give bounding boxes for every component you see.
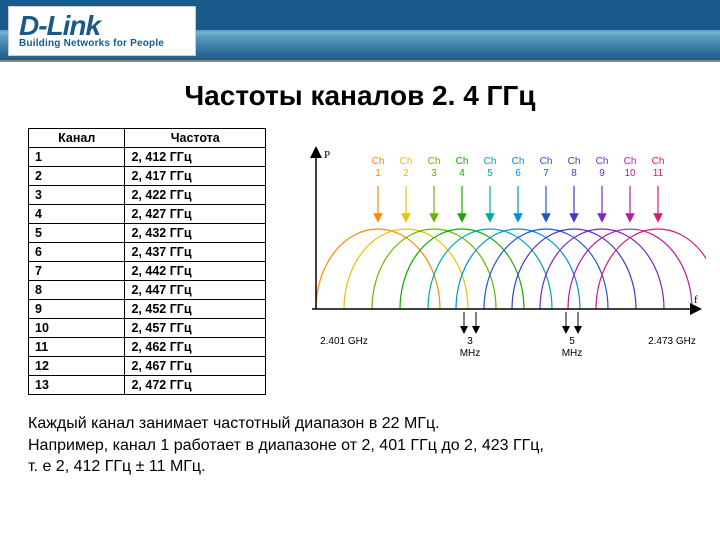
channel-label: Ch [372, 156, 385, 167]
table-row: 82, 447 ГГц [29, 281, 266, 300]
channel-label: Ch [624, 156, 637, 167]
table-cell: 1 [29, 148, 125, 167]
table-cell: 11 [29, 338, 125, 357]
channel-diagram: PfCh1Ch2Ch3Ch4Ch5Ch6Ch7Ch8Ch9Ch10Ch112.4… [294, 134, 706, 366]
table-row: 102, 457 ГГц [29, 319, 266, 338]
table-cell: 13 [29, 376, 125, 395]
channel-number: 9 [599, 168, 605, 179]
table-row: 92, 452 ГГц [29, 300, 266, 319]
table-row: 72, 442 ГГц [29, 262, 266, 281]
table-cell: 2, 432 ГГц [125, 224, 266, 243]
channel-label: Ch [428, 156, 441, 167]
table-cell: 2, 437 ГГц [125, 243, 266, 262]
channel-arc [400, 229, 524, 309]
table-row: 22, 417 ГГц [29, 167, 266, 186]
table-cell: 10 [29, 319, 125, 338]
frequency-label: 2.401 GHz [320, 336, 368, 347]
table-cell: 9 [29, 300, 125, 319]
table-header: Канал [29, 129, 125, 148]
table-row: 122, 467 ГГц [29, 357, 266, 376]
table-cell: 2 [29, 167, 125, 186]
channel-arc [428, 229, 552, 309]
slide-header: D-Link Building Networks for People [0, 0, 720, 62]
table-cell: 6 [29, 243, 125, 262]
table-cell: 2, 422 ГГц [125, 186, 266, 205]
table-cell: 2, 457 ГГц [125, 319, 266, 338]
paragraph-line-1: Каждый канал занимает частотный диапазон… [28, 413, 706, 435]
channel-label: Ch [596, 156, 609, 167]
table-cell: 2, 462 ГГц [125, 338, 266, 357]
channel-label: Ch [400, 156, 413, 167]
channel-number: 4 [459, 168, 465, 179]
frequency-table-wrap: КаналЧастота 12, 412 ГГц22, 417 ГГц32, 4… [28, 128, 266, 395]
channel-number: 7 [543, 168, 549, 179]
frequency-label: 5 [569, 336, 575, 347]
table-row: 12, 412 ГГц [29, 148, 266, 167]
description-paragraph: Каждый канал занимает частотный диапазон… [28, 395, 706, 478]
brand-name: D-Link [19, 13, 185, 38]
paragraph-line-2: Например, канал 1 работает в диапазоне о… [28, 435, 706, 457]
table-cell: 7 [29, 262, 125, 281]
table-cell: 2, 452 ГГц [125, 300, 266, 319]
axis-label-p: P [324, 149, 330, 161]
table-row: 32, 422 ГГц [29, 186, 266, 205]
channel-number: 8 [571, 168, 577, 179]
table-cell: 2, 442 ГГц [125, 262, 266, 281]
table-cell: 2, 412 ГГц [125, 148, 266, 167]
frequency-label: MHz [460, 348, 481, 359]
channel-label: Ch [568, 156, 581, 167]
table-cell: 12 [29, 357, 125, 376]
channel-number: 11 [653, 168, 664, 179]
channel-number: 1 [375, 168, 381, 179]
channel-label: Ch [484, 156, 497, 167]
channel-label: Ch [512, 156, 525, 167]
channel-number: 2 [403, 168, 409, 179]
table-cell: 3 [29, 186, 125, 205]
channel-arc [568, 229, 692, 309]
channel-diagram-wrap: PfCh1Ch2Ch3Ch4Ch5Ch6Ch7Ch8Ch9Ch10Ch112.4… [294, 134, 706, 374]
table-cell: 5 [29, 224, 125, 243]
table-cell: 8 [29, 281, 125, 300]
table-header: Частота [125, 129, 266, 148]
brand-logo: D-Link Building Networks for People [8, 6, 196, 56]
channel-arc [344, 229, 468, 309]
channel-number: 5 [487, 168, 493, 179]
table-row: 52, 432 ГГц [29, 224, 266, 243]
channel-number: 6 [515, 168, 521, 179]
channel-number: 3 [431, 168, 437, 179]
page-title: Частоты каналов 2. 4 ГГц [0, 80, 720, 112]
table-row: 62, 437 ГГц [29, 243, 266, 262]
paragraph-line-3: т. е 2, 412 ГГц ± 11 МГц. [28, 456, 706, 478]
table-cell: 2, 467 ГГц [125, 357, 266, 376]
table-cell: 2, 427 ГГц [125, 205, 266, 224]
channel-arc [456, 229, 580, 309]
frequency-label: MHz [562, 348, 583, 359]
channel-arc [596, 229, 706, 309]
content-area: КаналЧастота 12, 412 ГГц22, 417 ГГц32, 4… [28, 128, 706, 478]
table-row: 132, 472 ГГц [29, 376, 266, 395]
channel-label: Ch [456, 156, 469, 167]
channel-arc [372, 229, 496, 309]
table-cell: 2, 447 ГГц [125, 281, 266, 300]
table-cell: 2, 417 ГГц [125, 167, 266, 186]
frequency-label: 3 [467, 336, 473, 347]
frequency-table: КаналЧастота 12, 412 ГГц22, 417 ГГц32, 4… [28, 128, 266, 395]
channel-arc [316, 229, 440, 309]
channel-label: Ch [652, 156, 665, 167]
axis-label-f: f [694, 294, 698, 306]
table-cell: 2, 472 ГГц [125, 376, 266, 395]
table-row: 42, 427 ГГц [29, 205, 266, 224]
frequency-label: 2.473 GHz [648, 336, 696, 347]
channel-number: 10 [624, 168, 636, 179]
table-row: 112, 462 ГГц [29, 338, 266, 357]
channel-arc [484, 229, 608, 309]
channel-label: Ch [540, 156, 553, 167]
table-cell: 4 [29, 205, 125, 224]
brand-tagline: Building Networks for People [19, 38, 185, 49]
channel-arc [540, 229, 664, 309]
channel-arc [512, 229, 636, 309]
